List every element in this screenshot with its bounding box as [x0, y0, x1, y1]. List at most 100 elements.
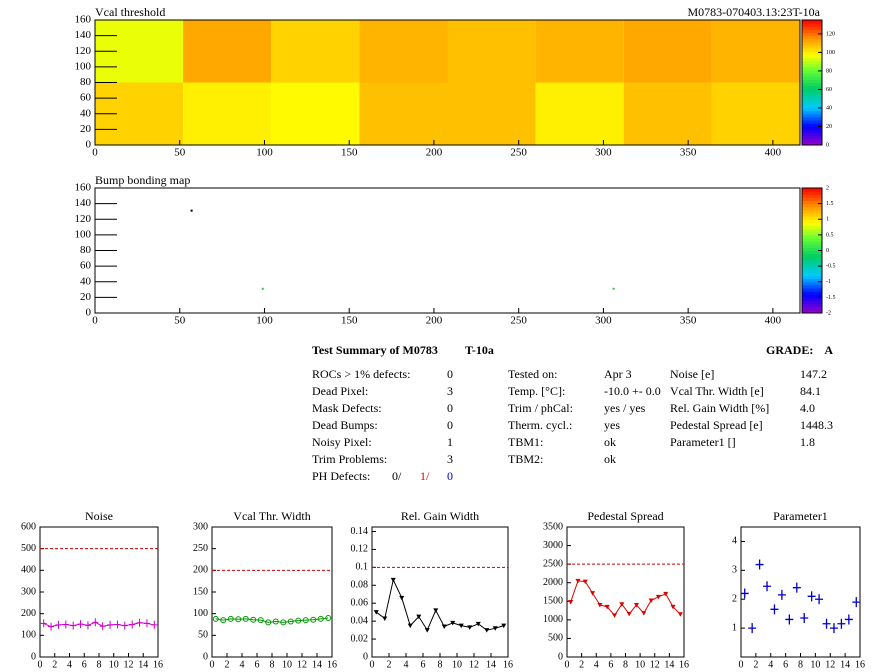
defect-value: 0: [447, 418, 453, 432]
y-tick-label: 60: [80, 260, 92, 272]
x-tick-label: 14: [138, 659, 148, 670]
point: [143, 619, 150, 628]
colorbar-step: [802, 253, 822, 258]
defect-label: Dead Bumps:: [312, 418, 378, 432]
point: [467, 625, 473, 630]
heatmap-cell: [623, 20, 712, 83]
x-tick-label: 8: [798, 659, 803, 670]
colorbar-step: [802, 63, 822, 68]
y-tick-label: 80: [80, 244, 92, 256]
condition-value: ok: [604, 452, 616, 466]
hit-point: [612, 287, 615, 290]
x-tick-label: 6: [783, 659, 788, 670]
colorbar-step: [802, 141, 822, 146]
colorbar-step: [802, 222, 822, 226]
point: [663, 591, 669, 597]
z-tick-label: 1.5: [826, 201, 834, 207]
y-tick-label: 0: [363, 651, 368, 662]
point: [325, 615, 332, 621]
chart-info: M0783-070403.13:23T-10a: [687, 5, 820, 19]
point: [441, 624, 447, 630]
chart-title: Rel. Gain Width: [401, 509, 479, 523]
point: [424, 628, 430, 633]
condition-label: TBM2:: [508, 452, 543, 466]
z-tick-label: -1: [826, 279, 831, 285]
condition-label: Tested on:: [508, 367, 557, 381]
condition-value: yes: [604, 418, 620, 432]
condition-value: -10.0 +- 0.0: [604, 384, 661, 398]
y-tick-label: 1500: [543, 596, 563, 607]
colorbar-step: [802, 194, 822, 198]
grade: A: [824, 343, 833, 357]
x-tick-label: 6: [608, 659, 613, 670]
x-tick-label: 14: [664, 659, 674, 670]
colorbar-step: [802, 57, 822, 62]
x-tick-label: 150: [341, 315, 358, 327]
defect-value: 0: [447, 367, 453, 381]
point: [619, 602, 625, 607]
y-tick-label: 0: [86, 139, 92, 151]
heatmap-cell: [623, 82, 712, 145]
point: [655, 594, 661, 600]
x-tick-label: 50: [174, 315, 186, 327]
colorbar-step: [802, 206, 822, 211]
plot-frame: [211, 526, 333, 658]
point: [458, 623, 464, 629]
y-tick-label: 2500: [543, 558, 563, 569]
heatmap-cell: [359, 20, 448, 83]
point: [612, 613, 618, 618]
colorbar-step: [802, 38, 822, 43]
colorbar-step: [802, 231, 822, 236]
parameter-label: Rel. Gain Width [%]: [670, 401, 769, 415]
colorbar-step: [802, 32, 822, 37]
point: [99, 622, 106, 631]
z-tick-label: 100: [826, 50, 835, 56]
point: [670, 604, 676, 610]
heatmap-cell: [271, 82, 360, 145]
parameter-label: Vcal Thr. Width [e]: [670, 384, 764, 398]
x-tick-label: 0: [92, 147, 98, 159]
point: [280, 619, 287, 626]
point: [136, 618, 143, 627]
point: [257, 617, 264, 624]
point: [390, 577, 396, 583]
heatmap-cell: [183, 82, 272, 145]
point: [235, 616, 242, 623]
x-tick-label: 50: [174, 147, 186, 159]
parameter-value: 1448.3: [800, 418, 833, 432]
y-tick-label: 300: [21, 586, 36, 597]
colorbar-step: [802, 300, 822, 305]
colorbar-step: [802, 188, 822, 192]
colorbar-step: [802, 306, 822, 311]
point: [55, 620, 62, 629]
series-line: [375, 578, 504, 632]
point: [121, 621, 128, 630]
x-tick-label: 12: [650, 659, 660, 670]
point: [250, 616, 257, 623]
point: [220, 617, 227, 624]
colorbar-step: [802, 216, 822, 220]
point: [807, 591, 816, 602]
colorbar-step: [802, 104, 822, 108]
x-tick-label: 10: [109, 659, 119, 670]
x-tick-label: 14: [486, 659, 496, 670]
colorbar-step: [802, 135, 822, 140]
series-line: [570, 580, 681, 617]
x-tick-label: 10: [452, 659, 462, 670]
point: [151, 620, 158, 629]
y-tick-label: 160: [75, 182, 92, 194]
colorbar-step: [802, 225, 822, 230]
condition-value: yes / yes: [604, 401, 646, 415]
colorbar-step: [802, 191, 822, 195]
point: [310, 616, 317, 623]
colorbar-step: [802, 241, 822, 245]
x-tick-label: 8: [97, 659, 102, 670]
x-tick-label: 250: [510, 147, 527, 159]
x-tick-label: 2: [753, 659, 758, 670]
condition-value: Apr 3: [604, 367, 632, 381]
x-tick-label: 14: [840, 659, 850, 670]
point: [227, 615, 234, 622]
point: [373, 610, 379, 615]
